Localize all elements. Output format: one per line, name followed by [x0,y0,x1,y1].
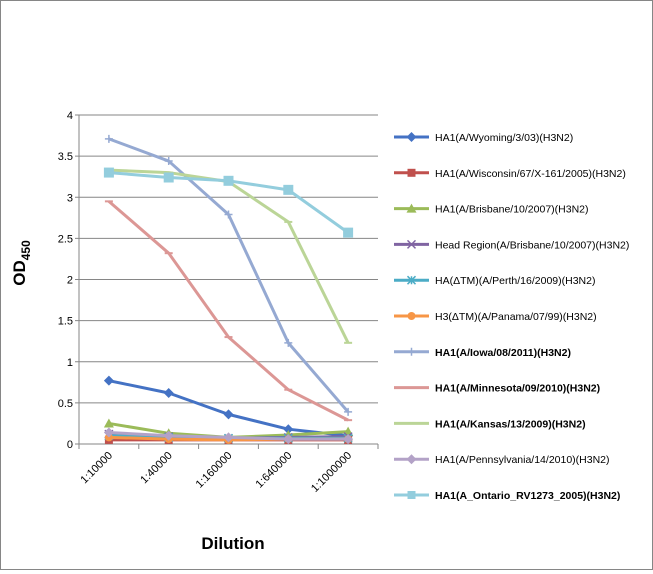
data-point [406,203,417,213]
data-point [164,157,173,166]
x-axis-title: Dilution [201,534,264,553]
data-point [283,434,294,445]
data-point [283,184,294,195]
data-point [407,168,416,177]
legend-label: HA1(A/Wyoming/3/03)(H3N2) [435,132,573,144]
x-tick-label: 1:1000000 [309,450,354,495]
legend-item: H3(ΔTM)(A/Panama/07/99)(H3N2) [394,311,597,323]
data-point [163,388,174,399]
data-point [406,275,417,285]
y-tick-label: 2 [67,275,73,287]
series-10 [103,427,354,445]
data-point [163,430,174,441]
data-point [406,454,417,465]
data-point [343,227,354,238]
y-tick-label: 0.5 [58,398,73,410]
data-point [223,409,234,420]
gridlines [79,114,378,404]
legend-label: Head Region(A/Brisbane/10/2007)(H3N2) [435,239,629,251]
legend-item: HA1(A/Iowa/08/2011)(H3N2) [394,347,571,359]
data-point [163,172,174,183]
data-point [344,407,353,416]
series-line [108,168,350,344]
legend-item: HA1(A/Kansas/13/2009)(H3N2) [394,418,586,430]
data-point [223,432,234,443]
data-point [103,167,114,178]
data-point [103,418,114,428]
legend-label: HA1(A/Iowa/08/2011)(H3N2) [435,347,571,359]
data-point [103,375,114,386]
legend-label: HA1(A/Kansas/13/2009)(H3N2) [435,418,586,430]
series-line [108,379,349,438]
y-tick-label: 3.5 [58,151,73,163]
legend-item: HA1(A/Pennsylvania/14/2010)(H3N2) [394,454,610,466]
legend-label: HA1(A/Brisbane/10/2007)(H3N2) [435,204,589,216]
y-tick-label: 4 [67,110,73,122]
legend-item: HA1(A/Minnesota/09/2010)(H3N2) [394,383,600,395]
legend-label: H3(ΔTM)(A/Panama/07/99)(H3N2) [435,311,597,323]
legend-label: HA1(A/Pennsylvania/14/2010)(H3N2) [435,454,610,466]
data-point [407,347,416,356]
legend-item: HA1(A/Wisconsin/67/X-161/2005)(H3N2) [394,168,626,180]
y-axis-title: OD450 [10,240,33,286]
legend-label: HA1(A/Wisconsin/67/X-161/2005)(H3N2) [435,168,626,180]
series-9 [104,168,353,344]
data-point [103,427,114,438]
data-point [407,312,416,320]
legend-label: HA1(A/Minnesota/09/2010)(H3N2) [435,383,600,395]
legend-item: HA1(A/Brisbane/10/2007)(H3N2) [394,203,589,216]
data-point [343,434,354,445]
legend-item: HA1(A/Wyoming/3/03)(H3N2) [394,132,573,144]
series-11 [103,167,354,238]
series-8 [104,200,353,422]
x-tick-label: 1:640000 [253,450,294,491]
legend-item: HA(ΔTM)(A/Perth/16/2009)(H3N2) [394,275,595,287]
data-point [406,239,417,249]
x-tick-label: 1:160000 [194,450,235,491]
legend: HA1(A/Wyoming/3/03)(H3N2) HA1(A/Wisconsin… [394,132,629,502]
y-axis-title-main: OD [10,260,29,286]
legend-item: Head Region(A/Brisbane/10/2007)(H3N2) [394,239,629,251]
data-point [407,491,416,499]
y-tick-label: 1 [67,357,73,369]
x-tick-label: 1:10000 [78,450,115,487]
legend-item: HA1(A_Ontario_RV1273_2005)(H3N2) [394,490,620,502]
series-lines [103,134,354,445]
data-point [283,424,294,435]
data-point [406,132,417,142]
data-point [223,175,234,186]
y-tick-label: 1.5 [58,316,73,328]
data-point [104,134,113,143]
y-tick-label: 3 [67,192,73,204]
y-tick-label: 0 [67,439,73,451]
x-tick-label: 1:40000 [138,450,175,487]
y-axis-title-subscript: 450 [19,240,33,260]
series-1 [103,375,354,441]
legend-label: HA(ΔTM)(A/Perth/16/2009)(H3N2) [435,275,595,287]
series-7 [104,134,353,416]
y-tick-label: 2.5 [58,233,73,245]
data-point [224,210,233,219]
data-point [284,338,293,347]
legend-label: HA1(A_Ontario_RV1273_2005)(H3N2) [435,490,620,502]
